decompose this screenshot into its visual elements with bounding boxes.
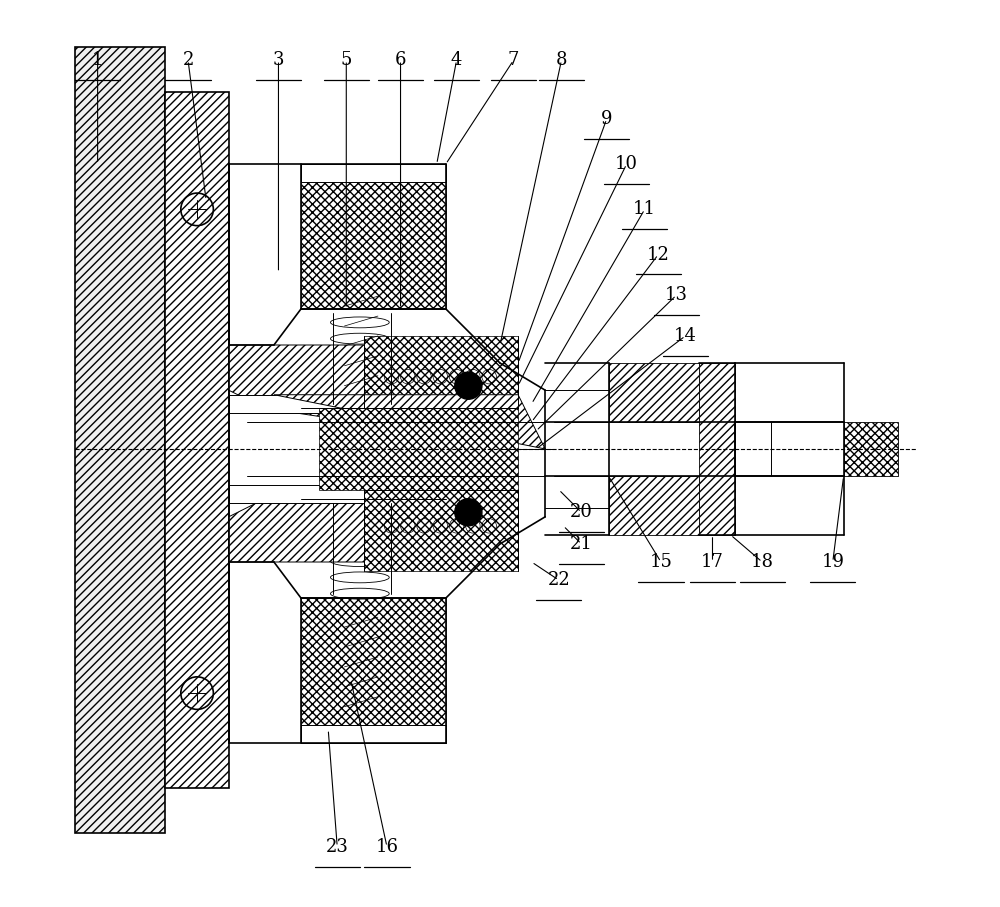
Ellipse shape (330, 349, 389, 360)
Text: 16: 16 (375, 838, 398, 856)
Text: 15: 15 (650, 553, 672, 571)
Polygon shape (229, 485, 446, 503)
Ellipse shape (330, 382, 389, 393)
Polygon shape (699, 363, 735, 535)
Text: 22: 22 (547, 571, 570, 589)
Polygon shape (274, 395, 545, 449)
Text: 13: 13 (665, 287, 688, 304)
Text: 12: 12 (647, 246, 670, 264)
Polygon shape (301, 725, 446, 743)
Polygon shape (229, 345, 500, 435)
Text: 21: 21 (570, 535, 593, 553)
Polygon shape (609, 363, 699, 422)
Ellipse shape (330, 540, 389, 551)
Text: 6: 6 (395, 51, 406, 69)
Ellipse shape (330, 589, 389, 600)
Ellipse shape (330, 317, 389, 327)
Polygon shape (319, 408, 518, 490)
Polygon shape (229, 395, 446, 413)
Polygon shape (165, 92, 229, 788)
Text: 4: 4 (451, 51, 462, 69)
Circle shape (455, 372, 482, 399)
Text: 14: 14 (674, 327, 697, 345)
Text: 19: 19 (821, 553, 844, 571)
Text: 17: 17 (701, 553, 724, 571)
Ellipse shape (330, 572, 389, 583)
Polygon shape (609, 476, 699, 535)
Text: 23: 23 (326, 838, 349, 856)
Text: 8: 8 (556, 51, 567, 69)
Polygon shape (301, 164, 446, 182)
Ellipse shape (330, 333, 389, 344)
Text: 20: 20 (570, 503, 593, 522)
Polygon shape (229, 472, 500, 562)
Polygon shape (301, 599, 446, 743)
Text: 11: 11 (633, 200, 656, 219)
Text: 7: 7 (508, 51, 519, 69)
Text: 10: 10 (615, 155, 638, 173)
Text: 5: 5 (341, 51, 352, 69)
Ellipse shape (330, 366, 389, 376)
Polygon shape (75, 46, 165, 834)
Ellipse shape (330, 398, 389, 409)
Ellipse shape (330, 556, 389, 567)
Circle shape (455, 499, 482, 526)
Ellipse shape (330, 523, 389, 534)
Text: 9: 9 (601, 110, 612, 128)
Polygon shape (364, 336, 518, 417)
Ellipse shape (330, 507, 389, 518)
Text: 1: 1 (92, 51, 103, 69)
Text: 2: 2 (182, 51, 194, 69)
Text: 18: 18 (751, 553, 774, 571)
Text: 3: 3 (273, 51, 284, 69)
Polygon shape (364, 490, 518, 571)
Polygon shape (844, 422, 898, 476)
Polygon shape (301, 164, 446, 308)
